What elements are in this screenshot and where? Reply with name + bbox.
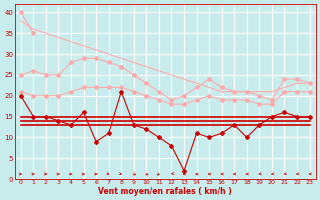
X-axis label: Vent moyen/en rafales ( km/h ): Vent moyen/en rafales ( km/h )	[98, 187, 232, 196]
